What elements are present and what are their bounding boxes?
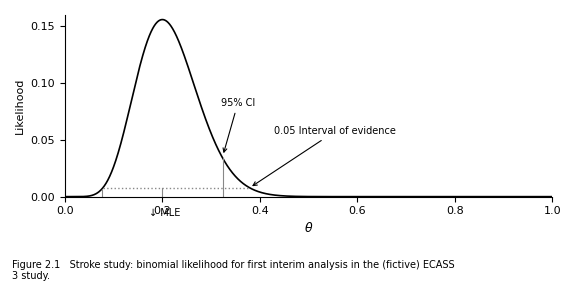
Text: 0.05 Interval of evidence: 0.05 Interval of evidence bbox=[253, 126, 396, 185]
Text: 95% CI: 95% CI bbox=[221, 98, 255, 152]
Text: Figure 2.1   Stroke study: binomial likelihood for first interim analysis in the: Figure 2.1 Stroke study: binomial likeli… bbox=[12, 260, 454, 281]
X-axis label: θ: θ bbox=[305, 222, 312, 235]
Text: ↓ MLE: ↓ MLE bbox=[149, 208, 180, 218]
Y-axis label: Likelihood: Likelihood bbox=[15, 78, 25, 134]
